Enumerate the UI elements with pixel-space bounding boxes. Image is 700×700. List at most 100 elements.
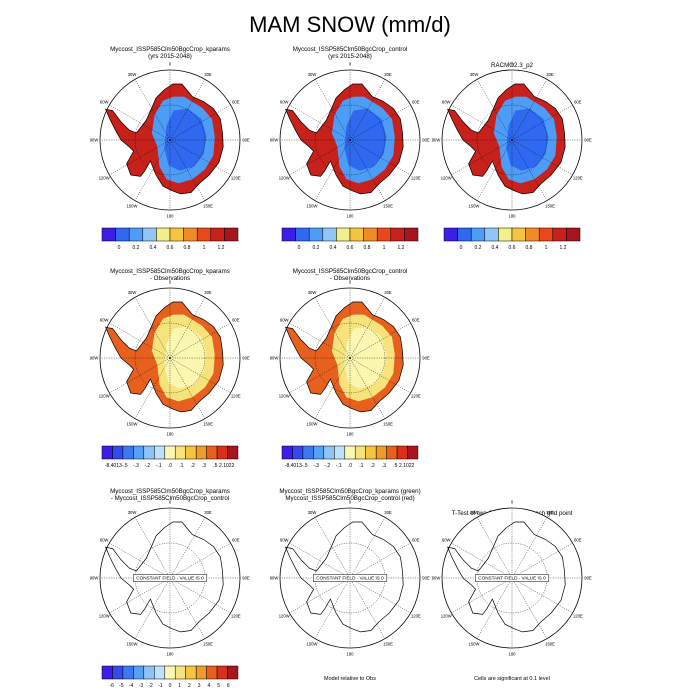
meridian-line: [289, 542, 351, 579]
meridian-line: [349, 542, 411, 579]
longitude-label: 150E: [203, 641, 213, 646]
colorbar-swatch: [386, 445, 398, 460]
longitude-label: 150E: [383, 203, 393, 208]
colorbar-swatch: [216, 445, 228, 460]
colorbar-swatch: [390, 227, 405, 242]
longitude-label: 30E: [384, 290, 392, 295]
colorbar-swatch: [112, 665, 124, 680]
longitude-label: 150E: [383, 421, 393, 426]
longitude-label: 180: [509, 214, 517, 219]
longitude-label: 120W: [99, 614, 110, 619]
colorbar-swatch: [281, 227, 296, 242]
panel-title-r3-c1: Myccost_ISSP585Clm50BgcCrop_kparams - My…: [90, 488, 250, 502]
colorbar-swatch: [295, 227, 310, 242]
colorbar-swatch: [154, 445, 166, 460]
longitude-label: 120E: [411, 614, 421, 619]
meridian-line: [109, 542, 171, 579]
meridian-line: [134, 139, 171, 201]
panel-title-r3-c2: Myccost_ISSP585Clm50BgcCrop_kparams (gre…: [270, 488, 430, 502]
longitude-label: 30E: [546, 510, 554, 515]
meridian-line: [169, 322, 231, 359]
longitude-label: 60E: [232, 318, 240, 323]
colorbar-swatch: [227, 445, 239, 460]
colorbar-swatch: [404, 227, 419, 242]
longitude-label: 0: [349, 62, 352, 67]
colorbar-swatch: [552, 227, 567, 242]
constant-field-label: CONSTANT FIELD - VALUE IS 0: [136, 576, 204, 581]
meridian-line: [289, 357, 351, 394]
longitude-label: 180: [167, 214, 175, 219]
panel-title-r1-c1: Myccost_ISSP585Clm50BgcCrop_kparams (yrs…: [90, 46, 250, 60]
longitude-label: 180: [347, 214, 355, 219]
meridian-line: [169, 79, 206, 141]
colorbar-label: 1: [203, 245, 206, 251]
colorbar-label: 0: [298, 245, 301, 251]
land-fill-core: [164, 108, 207, 171]
longitude-label: 120E: [573, 614, 583, 619]
colorbar-swatch: [133, 445, 145, 460]
longitude-label: 60W: [100, 100, 109, 105]
longitude-label: 30W: [470, 510, 479, 515]
meridian-line: [349, 322, 411, 359]
colorbar-label: 0.6: [167, 245, 174, 251]
colorbar-label: 0.2: [475, 245, 482, 251]
colorbar-swatch: [164, 445, 176, 460]
colorbar-swatch: [322, 227, 337, 242]
colorbar-label: -.3: [133, 463, 139, 469]
longitude-label: 0: [349, 500, 352, 505]
colorbar-swatch: [224, 227, 239, 242]
land-fill-core: [344, 108, 387, 171]
longitude-label: 150W: [127, 641, 138, 646]
colorbar-label: .0: [168, 463, 172, 469]
colorbar-swatch: [525, 227, 540, 242]
meridian-line: [476, 139, 513, 201]
meridian-line: [511, 104, 573, 141]
meridian-line: [134, 357, 171, 419]
meridian-line: [314, 139, 351, 201]
longitude-label: 90E: [242, 576, 250, 581]
longitude-label: 30W: [128, 510, 137, 515]
longitude-label: 30W: [308, 290, 317, 295]
meridian-line: [169, 577, 231, 614]
colorbar-swatch: [470, 227, 486, 242]
colorbar-label: 0.6: [509, 245, 516, 251]
longitude-label: 120W: [99, 176, 110, 181]
longitude-label: 120W: [441, 614, 452, 619]
longitude-label: 150W: [127, 421, 138, 426]
colorbar-swatch: [185, 665, 197, 680]
note-model-relative: Model relative to Obs: [324, 676, 376, 682]
colorbar-label: 6: [227, 683, 230, 689]
longitude-label: 120E: [411, 394, 421, 399]
latitude-circle: [314, 322, 386, 394]
colorbar-label: .0: [348, 463, 352, 469]
longitude-label: 150W: [127, 203, 138, 208]
colorbar-label: 0.8: [364, 245, 371, 251]
latitude-circle: [134, 104, 206, 176]
longitude-label: 150W: [469, 641, 480, 646]
meridian-line: [511, 542, 573, 579]
colorbar-swatch: [174, 665, 186, 680]
polar-map: 0 30E 60E 90E 120E 150E 180 150W 120W 90W 60W 30W: [270, 62, 430, 219]
colorbar-label: 0: [460, 245, 463, 251]
colorbar-label: -.3: [313, 463, 319, 469]
longitude-label: 180: [347, 432, 355, 437]
longitude-label: 150E: [203, 421, 213, 426]
longitude-label: 150E: [383, 641, 393, 646]
colorbar-label: -5: [119, 683, 124, 689]
colorbar-label: 1.2: [218, 245, 225, 251]
colorbar-label: -.2: [324, 463, 330, 469]
meridian-line: [349, 357, 386, 419]
meridian-line: [349, 577, 411, 614]
meridian-line: [169, 357, 206, 419]
colorbar-swatch: [156, 227, 171, 242]
colorbar-swatch: [164, 665, 176, 680]
colorbar-label: -1: [158, 683, 163, 689]
colorbar-label: -2: [148, 683, 153, 689]
longitude-label: 0: [169, 280, 172, 285]
colorbar-swatch: [511, 227, 526, 242]
colorbar-swatch: [313, 445, 325, 460]
title-line: Myccost_ISSP585Clm50BgcCrop_kparams: [110, 488, 230, 495]
colorbar-label: .1: [179, 463, 183, 469]
meridian-line: [169, 357, 231, 394]
colorbar: -6 -5 -4 -3 -2 -1 0 1 2 3 4 5 6: [101, 665, 239, 689]
